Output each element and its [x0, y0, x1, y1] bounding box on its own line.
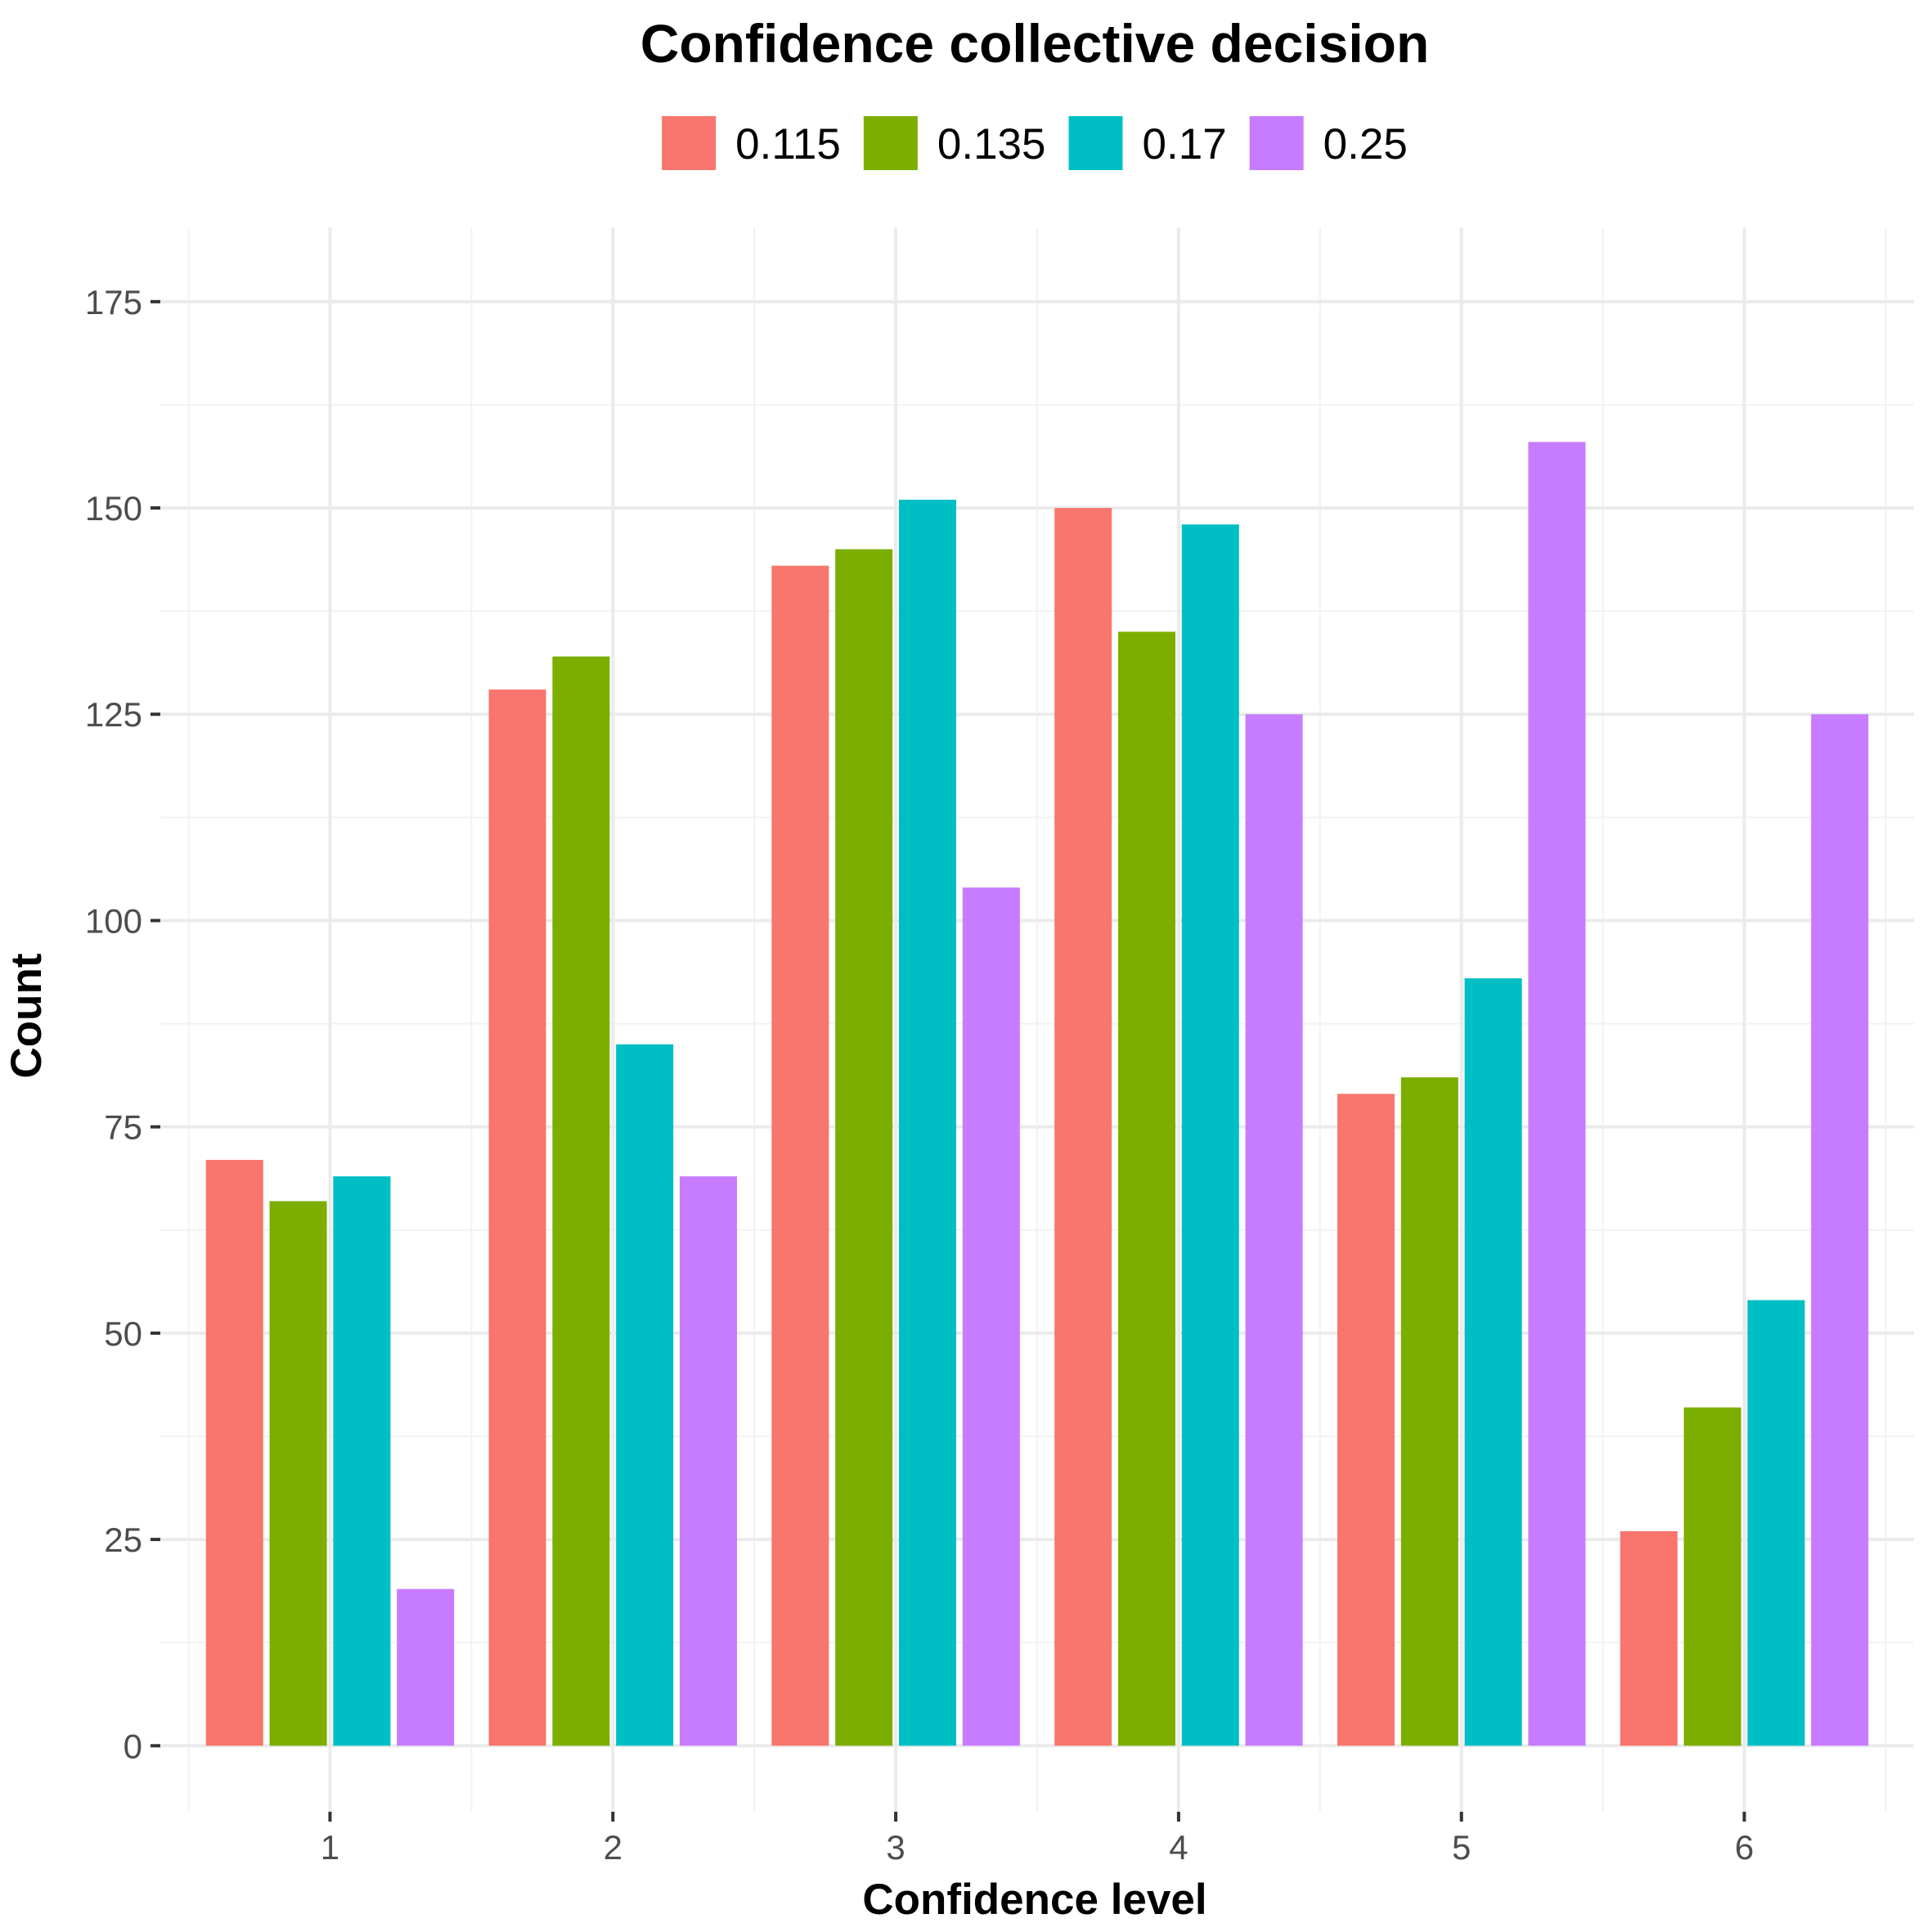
bar-2-series-1 — [552, 656, 610, 1746]
y-axis-title: Count — [2, 953, 51, 1078]
x-tick-label: 4 — [1169, 1828, 1188, 1867]
bar-6-series-1 — [1683, 1407, 1741, 1746]
x-tick-label: 6 — [1735, 1828, 1754, 1867]
x-tick-label: 1 — [321, 1828, 339, 1867]
y-tick-label: 75 — [104, 1108, 142, 1147]
bar-5-series-1 — [1400, 1077, 1458, 1746]
bar-1-series-0 — [205, 1160, 263, 1746]
x-tick-label: 2 — [604, 1828, 622, 1867]
bars — [205, 442, 1869, 1746]
bar-6-series-0 — [1620, 1530, 1678, 1746]
legend-label-series-2: 0.17 — [1143, 120, 1227, 168]
y-axis: 0 25 50 75 100 125 150 175 — [85, 283, 160, 1765]
y-tick-label: 50 — [104, 1314, 142, 1353]
bar-3-series-0 — [771, 565, 829, 1746]
y-tick-label: 150 — [85, 489, 142, 528]
y-tick-label: 100 — [85, 901, 142, 940]
legend-label-series-3: 0.25 — [1323, 120, 1408, 168]
bar-5-series-0 — [1337, 1094, 1395, 1746]
bar-4-series-3 — [1245, 714, 1303, 1746]
legend-key-series-3 — [1249, 116, 1304, 170]
x-tick-label: 3 — [886, 1828, 905, 1867]
bar-1-series-1 — [269, 1201, 327, 1746]
bar-2-series-3 — [679, 1176, 738, 1746]
legend-key-series-0 — [662, 116, 717, 170]
x-axis-title: Confidence level — [862, 1876, 1206, 1924]
y-tick-label: 175 — [85, 283, 142, 321]
y-tick-label: 25 — [104, 1521, 142, 1559]
grid-lines — [160, 227, 1914, 1812]
bar-4-series-1 — [1117, 631, 1176, 1746]
chart-title: Confidence collective decision — [640, 13, 1430, 74]
bar-1-series-2 — [333, 1176, 391, 1746]
bar-3-series-3 — [962, 887, 1020, 1746]
bar-1-series-3 — [397, 1588, 455, 1746]
x-tick-label: 5 — [1452, 1828, 1471, 1867]
bar-6-series-2 — [1747, 1300, 1805, 1746]
bar-2-series-2 — [616, 1044, 674, 1746]
bar-4-series-0 — [1054, 508, 1112, 1746]
bar-6-series-3 — [1811, 714, 1869, 1746]
bar-5-series-2 — [1464, 978, 1522, 1746]
legend-label-series-0: 0.115 — [735, 120, 841, 168]
bar-2-series-0 — [488, 689, 546, 1746]
y-tick-label: 0 — [124, 1727, 142, 1765]
legend-label-series-1: 0.135 — [937, 120, 1046, 168]
legend: 0.115 0.135 0.17 0.25 — [662, 116, 1408, 170]
legend-key-series-2 — [1068, 116, 1123, 170]
bar-5-series-3 — [1528, 442, 1586, 1746]
bar-3-series-1 — [835, 549, 893, 1746]
y-tick-label: 125 — [85, 695, 142, 734]
bar-3-series-2 — [898, 499, 957, 1746]
legend-key-series-1 — [863, 116, 918, 170]
x-axis: 1 2 3 4 5 6 — [321, 1812, 1754, 1867]
bar-4-series-2 — [1181, 524, 1239, 1746]
